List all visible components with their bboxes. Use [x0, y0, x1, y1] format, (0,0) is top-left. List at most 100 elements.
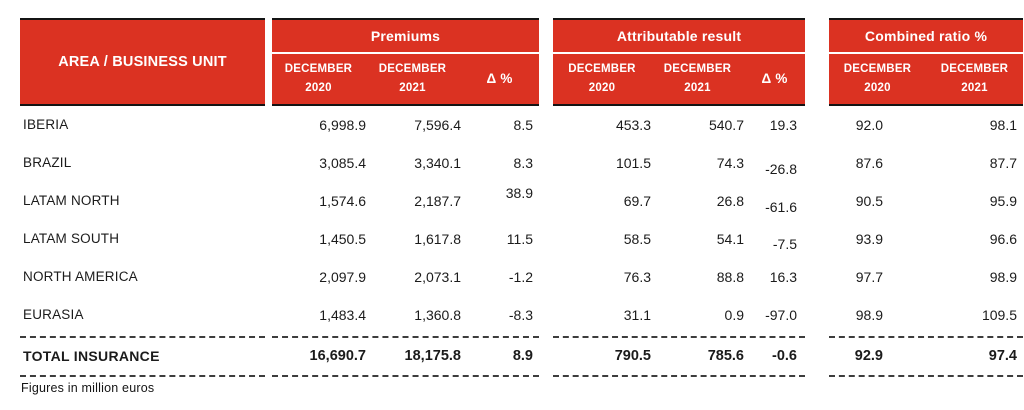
cell-premiums-dec-2020: 6,998.9	[319, 117, 366, 133]
cell-attributable-dec-2021: 88.8	[716, 269, 744, 285]
cell-premiums-dec-2021: 2,073.1	[414, 269, 461, 285]
table-row: LATAM NORTH 1,574.6 2,187.7 38.9 69.7 26.8 -61…	[0, 182, 1024, 220]
table-row: NORTH AMERICA 2,097.9 2,073.1 -1.2 76.3 88.8 1…	[0, 258, 1024, 296]
dashed-segment	[553, 336, 805, 338]
cell-combined-ratio-dec-2020: 98.9	[855, 307, 883, 323]
cell-attributable-dec-2020: 76.3	[623, 269, 651, 285]
cell-combined-ratio-dec-2020: 93.9	[855, 231, 883, 247]
table-row: IBERIA 6,998.9 7,596.4 8.5 453.3 540.7 19.3 92.…	[0, 106, 1024, 144]
cell-premiums-dec-2021: 18,175.8	[404, 348, 461, 364]
cell-attributable-delta-pct: -61.6	[765, 199, 797, 215]
table-row: EURASIA 1,483.4 1,360.8 -8.3 31.1 0.9 -97.0 98.…	[0, 296, 1024, 334]
cell-combined-ratio-dec-2021: 87.7	[989, 155, 1017, 171]
dashed-segment	[829, 336, 1023, 338]
cell-attributable-dec-2020: 101.5	[615, 155, 651, 171]
column-header-combined-dec-2020: DECEMBER 2020	[843, 63, 912, 94]
dashed-segment	[20, 375, 265, 377]
cell-premiums-dec-2020: 3,085.4	[319, 155, 366, 171]
group-subheaders-premiums: DECEMBER 2020 DECEMBER 2021 Δ %	[272, 54, 539, 104]
area-label: IBERIA	[23, 117, 69, 132]
column-header-combined-dec-2021: DECEMBER 2021	[940, 63, 1009, 94]
cell-attributable-dec-2021: 540.7	[708, 117, 744, 133]
cell-combined-ratio-dec-2020: 92.9	[854, 348, 883, 364]
cell-attributable-dec-2020: 453.3	[615, 117, 651, 133]
column-header-premiums-dec-2020: DECEMBER 2020	[284, 63, 353, 94]
total-row: TOTAL INSURANCE 16,690.7 18,175.8 8.9 790.5 7…	[0, 339, 1024, 373]
column-header-attributable-dec-2021: DECEMBER 2021	[663, 63, 732, 94]
cell-attributable-dec-2021: 54.1	[716, 231, 744, 247]
cell-premiums-delta-pct: 11.5	[506, 231, 533, 247]
cell-attributable-delta-pct: -7.5	[772, 236, 797, 252]
cell-combined-ratio-dec-2021: 96.6	[989, 231, 1017, 247]
cell-premiums-delta-pct: 8.3	[513, 155, 533, 171]
cell-combined-ratio-dec-2020: 92.0	[855, 117, 883, 133]
cell-attributable-dec-2021: 0.9	[724, 307, 744, 323]
column-group-attributable-result: Attributable result DECEMBER 2020 DECEMBE…	[553, 18, 805, 106]
cell-premiums-dec-2021: 3,340.1	[414, 155, 461, 171]
column-header-attributable-dec-2020: DECEMBER 2020	[568, 63, 636, 94]
cell-premiums-delta-pct: -1.2	[508, 269, 533, 285]
cell-attributable-dec-2021: 74.3	[716, 155, 744, 171]
dashed-segment	[272, 375, 539, 377]
column-header-attributable-delta-pct: Δ %	[761, 70, 788, 86]
area-label: BRAZIL	[23, 155, 72, 170]
table-row: LATAM SOUTH 1,450.5 1,617.8 11.5 58.5 54.1 -7.…	[0, 220, 1024, 258]
cell-attributable-dec-2020: 790.5	[614, 348, 651, 364]
cell-premiums-dec-2021: 1,617.8	[414, 231, 461, 247]
dashed-segment	[20, 336, 265, 338]
area-label: LATAM NORTH	[23, 193, 120, 208]
cell-attributable-delta-pct: 19.3	[769, 117, 797, 133]
column-header-area-business-unit: AREA / BUSINESS UNIT	[20, 18, 265, 106]
area-label: NORTH AMERICA	[23, 269, 138, 284]
cell-attributable-delta-pct: 16.3	[769, 269, 797, 285]
column-group-premiums: Premiums DECEMBER 2020 DECEMBER 2021 Δ %	[272, 18, 539, 106]
cell-premiums-dec-2020: 16,690.7	[309, 348, 366, 364]
dashed-segment	[553, 375, 805, 377]
cell-attributable-delta-pct: -97.0	[765, 307, 797, 323]
cell-premiums-delta-pct: 8.9	[512, 348, 533, 364]
cell-attributable-delta-pct: -26.8	[765, 161, 797, 177]
cell-premiums-delta-pct: 8.5	[513, 117, 533, 133]
group-subheaders-combined-ratio: DECEMBER 2020 DECEMBER 2021	[829, 54, 1023, 104]
cell-premiums-delta-pct: -8.3	[508, 307, 533, 323]
table-row: BRAZIL 3,085.4 3,340.1 8.3 101.5 74.3 -26.8 87.…	[0, 144, 1024, 182]
cell-combined-ratio-dec-2021: 98.9	[989, 269, 1017, 285]
column-header-premiums-dec-2021: DECEMBER 2021	[378, 63, 447, 94]
table-body: IBERIA 6,998.9 7,596.4 8.5 453.3 540.7 19.3 92.…	[0, 106, 1024, 334]
cell-attributable-dec-2020: 58.5	[623, 231, 651, 247]
cell-combined-ratio-dec-2020: 97.7	[855, 269, 883, 285]
cell-premiums-dec-2020: 1,574.6	[319, 193, 366, 209]
group-title-combined-ratio: Combined ratio %	[829, 20, 1023, 54]
cell-attributable-delta-pct: -0.6	[772, 348, 797, 364]
cell-attributable-dec-2021: 785.6	[707, 348, 744, 364]
cell-premiums-dec-2021: 1,360.8	[414, 307, 461, 323]
cell-combined-ratio-dec-2021: 97.4	[988, 348, 1017, 364]
group-subheaders-attributable-result: DECEMBER 2020 DECEMBER 2021 Δ %	[553, 54, 805, 104]
cell-combined-ratio-dec-2020: 87.6	[855, 155, 883, 171]
total-row-slot: TOTAL INSURANCE 16,690.7 18,175.8 8.9 790.5 7…	[0, 339, 1024, 373]
cell-attributable-dec-2020: 69.7	[623, 193, 651, 209]
cell-premiums-dec-2021: 7,596.4	[414, 117, 461, 133]
cell-premiums-dec-2021: 2,187.7	[414, 193, 461, 209]
column-group-combined-ratio: Combined ratio % DECEMBER 2020 DECEMBER 2…	[829, 18, 1023, 106]
column-header-premiums-delta-pct: Δ %	[486, 70, 513, 86]
cell-premiums-dec-2020: 1,450.5	[319, 231, 366, 247]
group-title-premiums: Premiums	[272, 20, 539, 54]
cell-premiums-dec-2020: 1,483.4	[319, 307, 366, 323]
area-label: EURASIA	[23, 307, 84, 322]
cell-premiums-delta-pct: 38.9	[505, 185, 533, 201]
cell-premiums-dec-2020: 2,097.9	[319, 269, 366, 285]
cell-attributable-dec-2020: 31.1	[623, 307, 651, 323]
area-label: LATAM SOUTH	[23, 231, 120, 246]
cell-combined-ratio-dec-2021: 98.1	[989, 117, 1017, 133]
footnote: Figures in million euros	[21, 381, 155, 395]
group-title-attributable-result: Attributable result	[553, 20, 805, 54]
cell-combined-ratio-dec-2021: 109.5	[981, 307, 1017, 323]
dashed-segment	[272, 336, 539, 338]
cell-combined-ratio-dec-2020: 90.5	[855, 193, 883, 209]
total-label: TOTAL INSURANCE	[23, 348, 160, 364]
dashed-segment	[829, 375, 1023, 377]
cell-attributable-dec-2021: 26.8	[716, 193, 744, 209]
cell-combined-ratio-dec-2021: 95.9	[989, 193, 1017, 209]
